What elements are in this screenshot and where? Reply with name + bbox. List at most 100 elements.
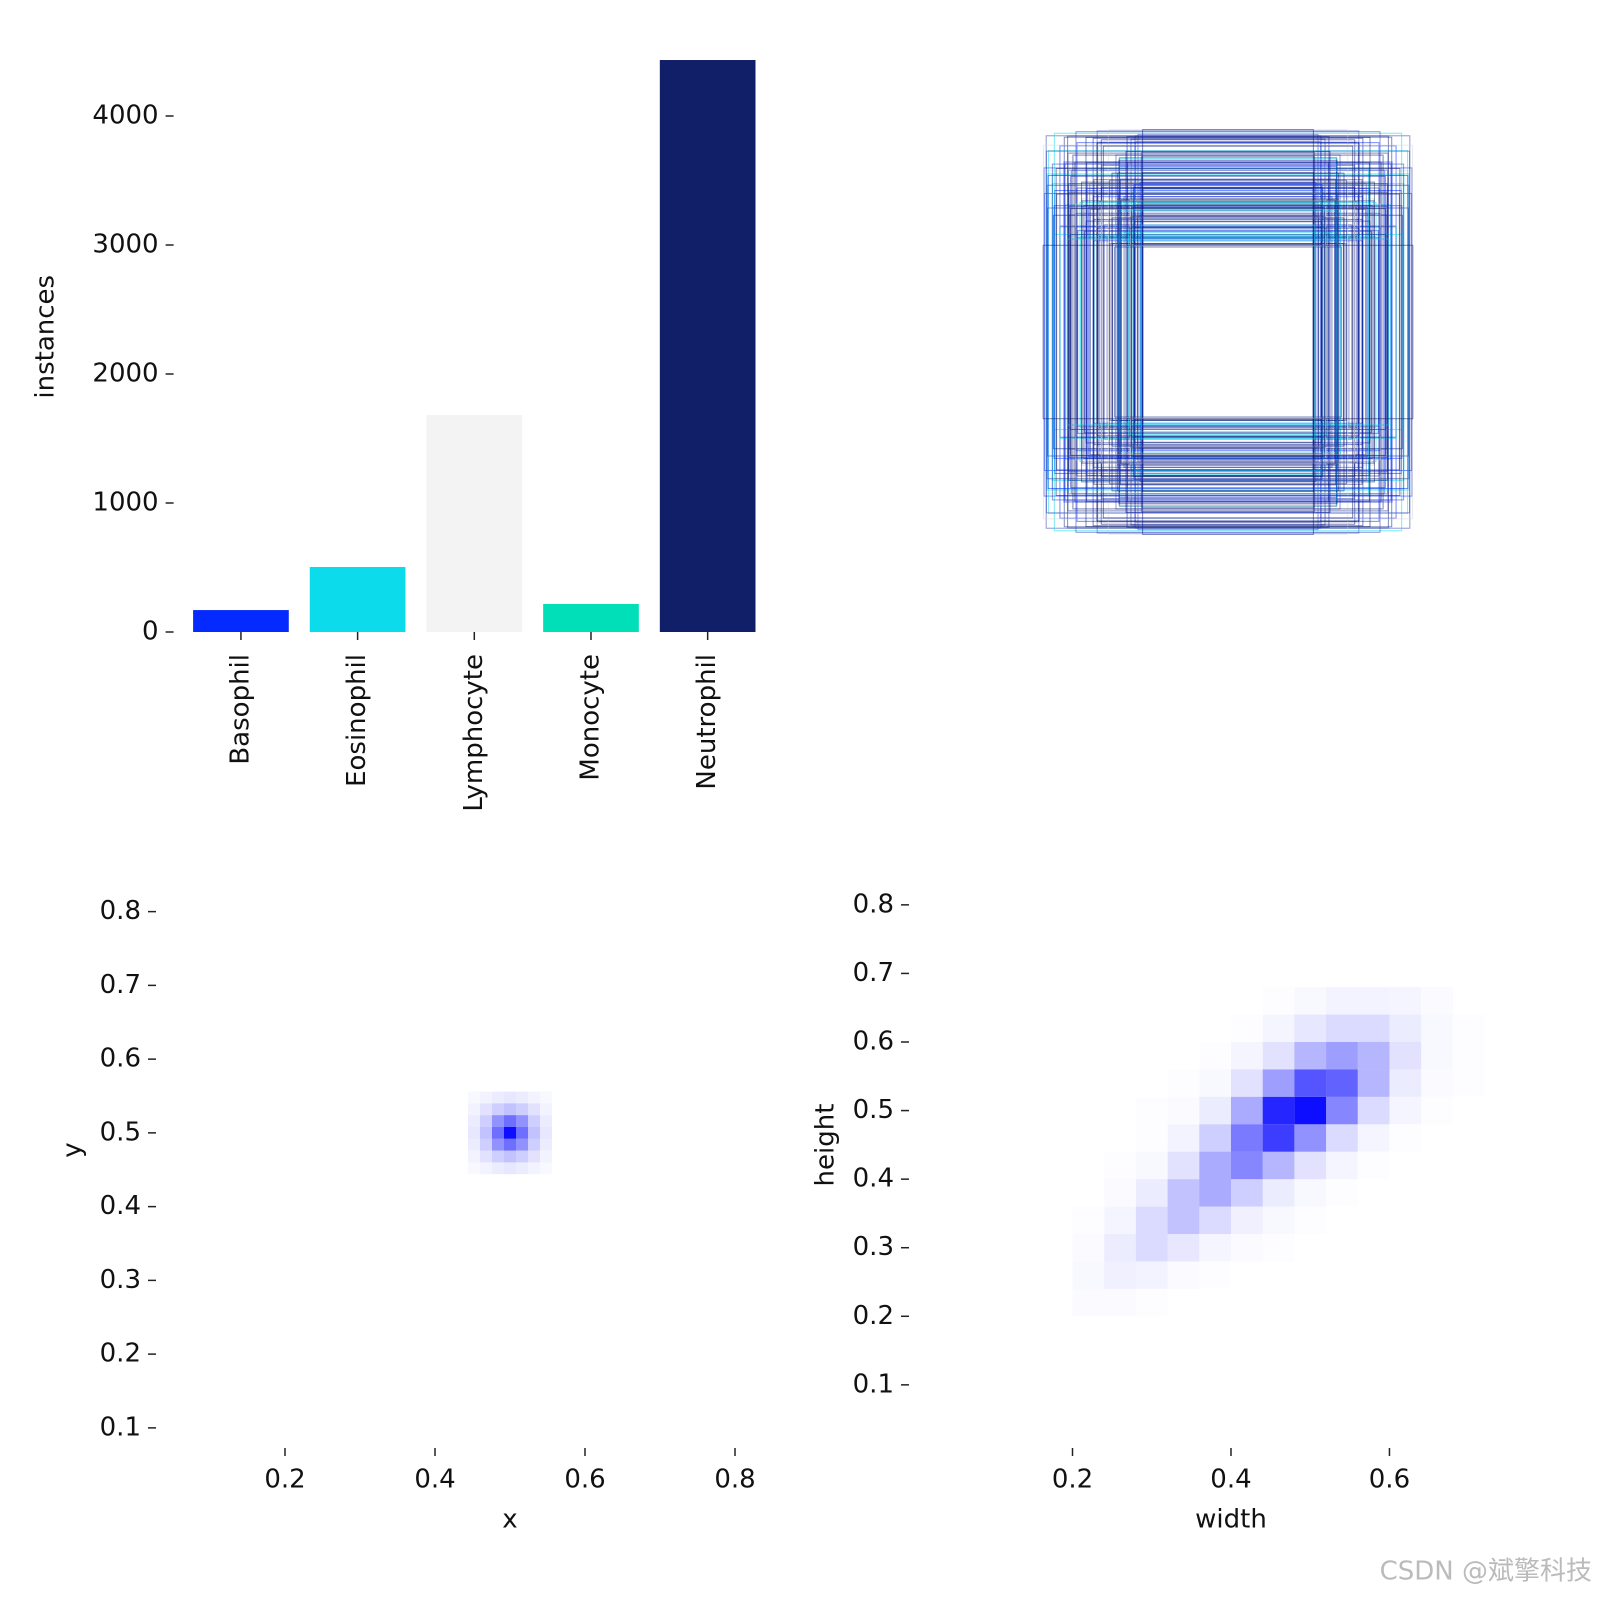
heat-cell	[516, 1115, 528, 1127]
heat-cell	[480, 1162, 492, 1175]
heat-cell	[1389, 1207, 1421, 1234]
heat-cell	[1263, 1234, 1295, 1261]
heat-cell	[1167, 1206, 1200, 1234]
heat-cell	[1326, 1179, 1358, 1206]
heat-cell	[492, 1150, 504, 1163]
heat-cell	[1263, 1289, 1295, 1316]
heat-cell	[1073, 1179, 1105, 1206]
heat-cell	[1168, 1261, 1200, 1288]
heat-cell	[516, 1103, 528, 1116]
heat-cell	[1453, 987, 1485, 1014]
y-axis-label: height	[811, 1104, 841, 1187]
heat-cell	[468, 1150, 480, 1163]
x-axis-label: x	[502, 1505, 517, 1535]
label-box	[1070, 208, 1386, 456]
heat-cell	[1199, 1206, 1231, 1234]
heat-cell	[1168, 1097, 1200, 1124]
heat-cell	[1199, 1096, 1231, 1125]
heat-cell	[1231, 1261, 1263, 1288]
heat-cell	[1294, 1207, 1326, 1234]
heat-cell	[492, 1115, 504, 1127]
heat-cell	[1357, 1014, 1390, 1042]
y-tick-label: 3000	[92, 230, 158, 260]
heat-cell	[1421, 987, 1453, 1014]
heat-cell	[1104, 1261, 1136, 1289]
heat-cell	[504, 1091, 516, 1104]
x-tick-label: Lymphocyte	[459, 654, 489, 812]
label-box	[1119, 178, 1337, 486]
label-box	[1079, 202, 1377, 462]
heat-cell	[480, 1150, 492, 1163]
y-axis-label: instances	[31, 275, 61, 399]
y-tick-label: 4000	[92, 101, 158, 131]
heat-cell	[1389, 987, 1421, 1014]
heat-cell	[1421, 1289, 1453, 1316]
heat-cell	[1389, 1069, 1422, 1097]
label-boxes-panel	[1042, 129, 1414, 535]
heat-cell	[1294, 1014, 1327, 1042]
label-box	[1092, 193, 1364, 471]
heat-cell	[540, 1103, 552, 1116]
heat-cell	[1326, 1152, 1358, 1179]
heat-cell	[1199, 1261, 1231, 1288]
heat-cell	[1104, 1152, 1136, 1179]
bar	[543, 604, 639, 632]
heat-cell	[540, 1138, 552, 1151]
heat-cell	[1073, 1234, 1105, 1261]
heat-cell	[468, 1162, 480, 1174]
heat-cell	[1135, 1179, 1168, 1207]
heat-cell	[1453, 1234, 1485, 1261]
heat-cell	[480, 1115, 492, 1127]
heat-cell	[1168, 1069, 1200, 1096]
heat-cell	[1263, 1207, 1295, 1234]
heat-cell	[1199, 1069, 1231, 1096]
heat-cell	[1421, 1069, 1453, 1096]
heat-cell	[468, 1138, 480, 1151]
heat-cell	[1326, 1069, 1358, 1097]
y-tick-label: 0.3	[100, 1265, 141, 1295]
heat-cell	[1136, 1124, 1168, 1151]
heat-cell	[1389, 1124, 1421, 1151]
heat-cell	[1231, 987, 1263, 1014]
label-box	[1083, 205, 1373, 459]
heat-cell	[516, 1150, 528, 1163]
heat-cell	[1199, 1015, 1231, 1042]
heat-cell	[1230, 1124, 1263, 1152]
label-box	[1059, 225, 1397, 439]
heat-cell	[1262, 1096, 1295, 1125]
heat-cell	[1073, 1152, 1105, 1179]
heat-cell	[468, 1126, 480, 1139]
y-tick-label: 0.8	[100, 896, 141, 926]
heat-cell	[1136, 1015, 1168, 1042]
label-box	[1072, 154, 1384, 510]
x-tick-label: 0.2	[1052, 1465, 1093, 1495]
heat-cell	[1294, 1042, 1327, 1070]
heat-cell	[528, 1126, 540, 1139]
heat-cell	[492, 1091, 504, 1104]
y-tick-label: 0.3	[853, 1232, 894, 1262]
bar	[659, 60, 756, 633]
y-tick-label: 0.6	[100, 1044, 141, 1074]
x-tick-label: Basophil	[225, 654, 255, 765]
heat-cell	[540, 1150, 552, 1163]
heat-cell	[1231, 1042, 1263, 1069]
label-box	[1101, 200, 1355, 464]
heat-cell	[1453, 1152, 1485, 1179]
heat-cell	[492, 1103, 504, 1116]
heat-cell	[480, 1126, 492, 1139]
heat-cell	[1231, 1289, 1263, 1316]
x-tick-label: Eosinophil	[342, 654, 372, 787]
bar	[193, 610, 289, 632]
label-box	[1116, 172, 1340, 492]
heat-cell	[1326, 1042, 1358, 1070]
heat-cell	[1168, 1015, 1200, 1042]
label-box	[1140, 224, 1316, 440]
label-box	[1130, 216, 1326, 448]
y-tick-label: 0.4	[853, 1164, 894, 1194]
heat-cell	[1136, 1042, 1168, 1069]
heat-cell	[1358, 1234, 1390, 1261]
heat-cell	[1230, 1151, 1263, 1180]
heat-cell	[1230, 1069, 1263, 1097]
heat-cell	[1294, 1151, 1327, 1180]
